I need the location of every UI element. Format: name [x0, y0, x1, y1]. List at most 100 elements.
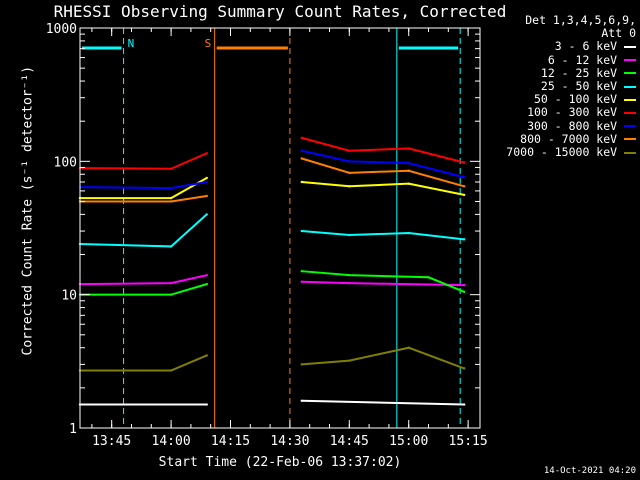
series-point: [205, 273, 208, 277]
series-point: [348, 233, 351, 237]
legend: Det 1,3,4,5,6,9, Att 0 3 - 6 keV 6 - 12 …: [480, 13, 636, 160]
legend-item-label: 7000 - 15000 keV: [506, 145, 624, 160]
series-point: [407, 231, 410, 235]
series-point: [169, 281, 173, 285]
legend-item: 25 - 50 keV: [480, 79, 636, 94]
series-point: [169, 369, 173, 372]
series-line-300-800keV-a: [79, 181, 207, 190]
series-point: [300, 399, 303, 402]
series-point: [462, 403, 466, 406]
x-tick-label: 15:00: [389, 434, 428, 449]
y-axis-label: Corrected Count Rate (s⁻¹ detector⁻¹): [20, 65, 36, 356]
x-tick-label: 14:15: [211, 434, 250, 449]
y-tick-label: 1000: [46, 22, 77, 37]
series-point: [205, 176, 208, 180]
x-tick-label: 14:45: [330, 434, 369, 449]
series-point: [427, 276, 430, 279]
series-point: [462, 290, 466, 294]
legend-header-line2: Att 0: [601, 26, 636, 41]
series-line-100-300keV-a: [79, 152, 208, 170]
legend-item: 6 - 12 keV: [480, 52, 636, 67]
series-line-12-25keV-b: [301, 270, 465, 293]
series-point: [169, 186, 173, 190]
legend-item: 3 - 6 keV: [480, 40, 636, 53]
series-point: [348, 281, 351, 285]
series-line-7000-15000keV-a: [80, 354, 208, 372]
series-point: [300, 280, 303, 283]
legend-item: 12 - 25 keV: [480, 65, 636, 80]
series-point: [348, 273, 351, 277]
series-point: [348, 149, 351, 152]
series-line-100-300keV-b: [301, 136, 465, 164]
series-line-25-50keV-a: [79, 213, 208, 248]
y-tick-label: 10: [61, 289, 77, 304]
series-point: [300, 363, 303, 366]
series-line-3-6keV-b: [301, 399, 465, 406]
series-point: [205, 194, 208, 198]
legend-item-label: 12 - 25 keV: [540, 65, 624, 80]
legend-swatch: [624, 59, 636, 62]
legend-swatch: [624, 45, 636, 48]
series-point: [407, 346, 410, 349]
x-tick-label: 14:30: [270, 434, 309, 449]
series-point: [300, 136, 303, 140]
series-point: [407, 182, 410, 185]
legend-item-label: 25 - 50 keV: [540, 79, 624, 94]
series-line-25-50keV-b: [301, 230, 465, 241]
series-point: [300, 157, 303, 160]
y-tick-label: 100: [54, 155, 77, 170]
series-point: [300, 269, 303, 273]
legend-swatch: [624, 138, 636, 141]
legend-item: 100 - 300 keV: [480, 106, 636, 119]
series-point: [169, 196, 173, 200]
series-point: [205, 282, 208, 286]
series-point: [300, 149, 303, 152]
series-point: [462, 238, 466, 241]
series-line-6-12keV-a: [79, 274, 207, 286]
legend-swatch: [624, 111, 636, 114]
series-point: [205, 180, 208, 184]
series-point: [169, 293, 173, 296]
series-point: [407, 169, 410, 172]
series-point: [205, 152, 208, 155]
series-point: [462, 176, 466, 179]
series-point: [169, 167, 173, 170]
legend-item-label: 50 - 100 keV: [533, 92, 624, 107]
axis-ticks: 13:45 14:00 14:15 14:30 14:45 15:00 15:15 1 10 10…: [46, 22, 488, 449]
series-point: [205, 213, 208, 216]
series-line-300-800keV-b: [301, 149, 465, 179]
legend-item-label: 800 - 7000 keV: [520, 131, 624, 146]
legend-item: 50 - 100 keV: [480, 93, 636, 106]
x-tick-label: 13:45: [92, 434, 131, 449]
series-point: [300, 229, 303, 233]
series-point: [462, 367, 466, 370]
series-point: [348, 359, 351, 362]
legend-item: 7000 - 15000 keV: [480, 145, 636, 160]
legend-item: 800 - 7000 keV: [480, 131, 636, 146]
series-point: [300, 180, 303, 184]
legend-item-label: 6 - 12 keV: [547, 52, 624, 67]
series-line-12-25keV-a: [80, 283, 208, 296]
series-point: [462, 283, 466, 287]
series-lines: [78, 136, 466, 406]
legend-swatch: [624, 98, 636, 101]
legend-item: 300 - 800 keV: [480, 119, 636, 133]
series-point: [169, 200, 173, 203]
series-point: [348, 185, 351, 188]
series-point: [205, 403, 208, 406]
plot-frame: [79, 27, 481, 429]
legend-item-label: 100 - 300 keV: [527, 105, 624, 120]
series-point: [407, 161, 410, 165]
y-tick-label: 1: [69, 422, 77, 437]
x-tick-label: 14:00: [152, 434, 191, 449]
series-point: [169, 245, 173, 248]
legend-swatch: [624, 151, 636, 154]
legend-swatch: [624, 125, 636, 128]
series-point: [462, 161, 466, 164]
series-line-800-7000keV-b: [301, 157, 465, 188]
chart-title: RHESSI Observing Summary Count Rates, Co…: [53, 2, 507, 21]
series-point: [462, 185, 466, 188]
series-line-7000-15000keV-b: [301, 346, 465, 370]
